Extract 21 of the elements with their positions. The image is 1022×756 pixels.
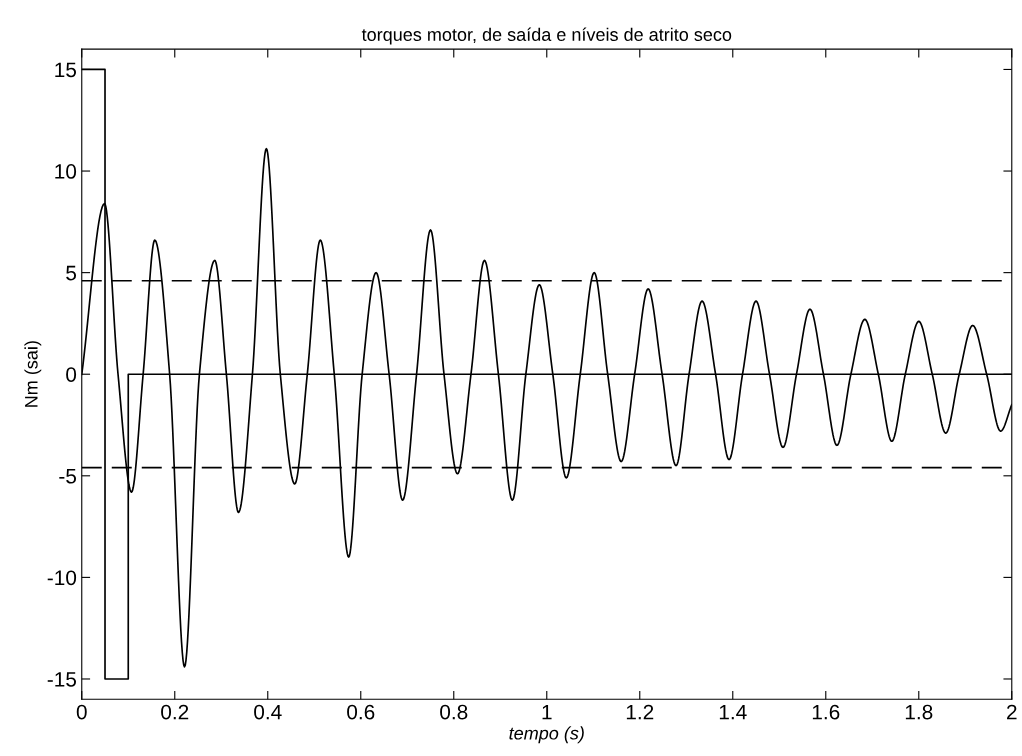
x-tick-label: 0.6 [347, 704, 375, 720]
y-tick-label: -5 [59, 469, 77, 484]
y-tick-label: -10 [47, 570, 77, 586]
y-tick-label: 5 [66, 265, 77, 281]
x-tick-label: 1.2 [626, 704, 654, 720]
x-tick-label: 1.6 [812, 704, 840, 720]
chart-title: torques motor, de saída e níveis de atrito seco [361, 27, 732, 45]
y-tick-label: 15 [55, 62, 77, 78]
x-tick-label: 0.2 [161, 704, 189, 720]
y-tick-label: 0 [66, 367, 77, 382]
x-tick-label: 0 [76, 704, 87, 720]
x-tick-label: 1.8 [905, 704, 933, 720]
y-tick-label: 10 [55, 164, 77, 179]
x-tick-label: 1.4 [719, 704, 747, 720]
x-tick-label: 1 [542, 704, 552, 720]
y-axis-title: Nm (sai) [24, 341, 42, 407]
x-axis-title: tempo (s) [509, 726, 584, 744]
y-tick-label: -15 [47, 672, 77, 687]
x-tick-label: 2 [1007, 704, 1017, 720]
x-tick-label: 0.4 [254, 704, 282, 720]
x-tick-label: 0.8 [440, 704, 468, 720]
